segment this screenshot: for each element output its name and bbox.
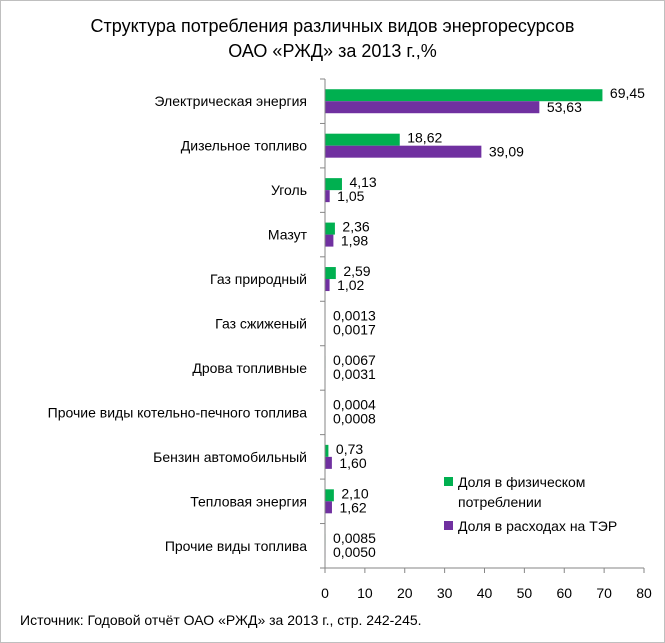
bar-expenses — [325, 501, 332, 514]
bar-expenses — [325, 279, 330, 292]
data-label-expenses: 1,60 — [339, 455, 366, 471]
bar-expenses — [325, 456, 332, 469]
data-label-physical: 0,73 — [336, 441, 363, 457]
legend-swatch-physical — [444, 477, 453, 486]
bar-physical — [325, 178, 342, 191]
category-label: Прочие виды котельно-печного топлива — [48, 404, 308, 420]
x-tick-label: 20 — [397, 585, 413, 601]
data-label-expenses: 39,09 — [489, 144, 524, 160]
bar-physical — [325, 133, 400, 146]
bar-physical — [325, 267, 336, 280]
data-label-physical: 2,59 — [343, 263, 370, 279]
bar-expenses — [325, 145, 482, 158]
bar-physical — [325, 444, 329, 457]
legend-swatch-expenses — [444, 521, 453, 530]
category-label: Тепловая энергия — [190, 493, 307, 509]
data-label-physical: 69,45 — [610, 85, 645, 101]
category-label: Газ природный — [210, 271, 307, 287]
source-note: Источник: Годовой отчёт ОАО «РЖД» за 201… — [20, 612, 422, 628]
data-label-physical: 2,10 — [341, 485, 368, 501]
data-label-physical: 18,62 — [407, 130, 442, 146]
data-label-physical: 4,13 — [349, 174, 376, 190]
x-tick-label: 60 — [556, 585, 572, 601]
bar-expenses — [325, 190, 330, 203]
bar-physical — [325, 489, 334, 502]
data-label-expenses: 0,0050 — [333, 544, 376, 560]
legend-label-physical: Доля в физическом потреблении — [458, 474, 586, 510]
category-label: Прочие виды топлива — [165, 538, 307, 554]
category-label: Газ сжиженый — [215, 316, 307, 332]
data-label-physical: 0,0067 — [333, 352, 376, 368]
category-label: Дизельное топливо — [181, 138, 307, 154]
bar-physical — [325, 222, 335, 235]
chart-title-line-2: ОАО «РЖД» за 2013 г.,% — [228, 41, 437, 61]
bar-expenses — [325, 101, 540, 114]
x-tick-label: 10 — [357, 585, 373, 601]
x-tick-label: 30 — [437, 585, 453, 601]
legend-item-physical: Доля в физическом потреблении — [444, 472, 654, 512]
legend-label-expenses: Доля в расходах на ТЭР — [458, 518, 618, 534]
data-label-expenses: 1,62 — [339, 499, 366, 515]
category-label: Электрическая энергия — [154, 93, 307, 109]
x-tick-label: 40 — [477, 585, 493, 601]
chart-title-line-1: Структура потребления различных видов эн… — [90, 16, 575, 36]
legend: Доля в физическом потреблении Доля в рас… — [444, 472, 654, 536]
data-label-physical: 2,36 — [342, 219, 369, 235]
x-tick-label: 0 — [321, 585, 329, 601]
data-label-expenses: 53,63 — [547, 99, 582, 115]
data-label-expenses: 1,05 — [337, 188, 364, 204]
data-label-physical: 0,0004 — [333, 396, 376, 412]
data-label-expenses: 1,02 — [337, 277, 364, 293]
x-tick-label: 70 — [596, 585, 612, 601]
chart-title: Структура потребления различных видов эн… — [0, 14, 665, 64]
data-label-expenses: 0,0031 — [333, 366, 376, 382]
x-tick-label: 50 — [517, 585, 533, 601]
category-label: Мазут — [268, 227, 308, 243]
data-label-expenses: 1,98 — [341, 233, 368, 249]
bar-physical — [325, 89, 603, 102]
x-tick-label: 80 — [636, 585, 652, 601]
data-label-physical: 0,0013 — [333, 308, 376, 324]
category-label: Уголь — [271, 182, 307, 198]
data-label-physical: 0,0085 — [333, 530, 376, 546]
data-label-expenses: 0,0008 — [333, 410, 376, 426]
bar-expenses — [325, 234, 334, 247]
category-label: Дрова топливные — [192, 360, 307, 376]
category-label: Бензин автомобильный — [153, 449, 307, 465]
data-label-expenses: 0,0017 — [333, 322, 376, 338]
legend-item-expenses: Доля в расходах на ТЭР — [444, 516, 654, 536]
